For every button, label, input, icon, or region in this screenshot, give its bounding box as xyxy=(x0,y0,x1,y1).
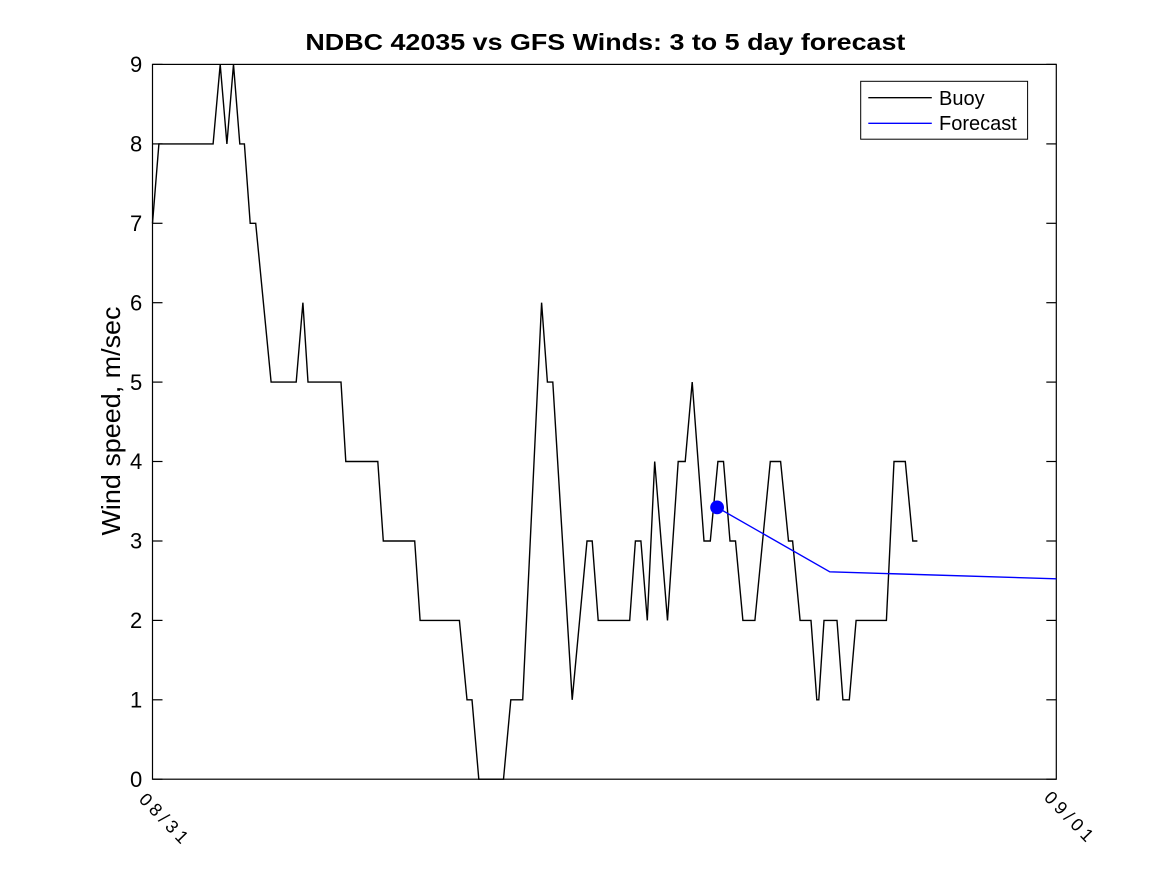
svg-text:Forecast: Forecast xyxy=(939,113,1017,135)
svg-text:3: 3 xyxy=(130,529,142,554)
svg-text:09/01: 09/01 xyxy=(1040,787,1097,845)
svg-text:NDBC 42035 vs GFS Winds: 3 to: NDBC 42035 vs GFS Winds: 3 to 5 day fore… xyxy=(305,29,905,55)
svg-text:4: 4 xyxy=(130,449,142,474)
svg-text:08/31: 08/31 xyxy=(135,789,192,847)
svg-text:1: 1 xyxy=(130,688,142,713)
svg-text:8: 8 xyxy=(130,132,142,157)
svg-text:5: 5 xyxy=(130,370,142,395)
svg-text:0: 0 xyxy=(130,767,142,792)
svg-text:Buoy: Buoy xyxy=(939,88,985,110)
svg-text:Wind speed, m/sec: Wind speed, m/sec xyxy=(96,307,126,536)
svg-text:2: 2 xyxy=(130,608,142,633)
svg-text:7: 7 xyxy=(130,211,142,236)
svg-text:6: 6 xyxy=(130,290,142,315)
svg-text:9: 9 xyxy=(130,52,142,77)
